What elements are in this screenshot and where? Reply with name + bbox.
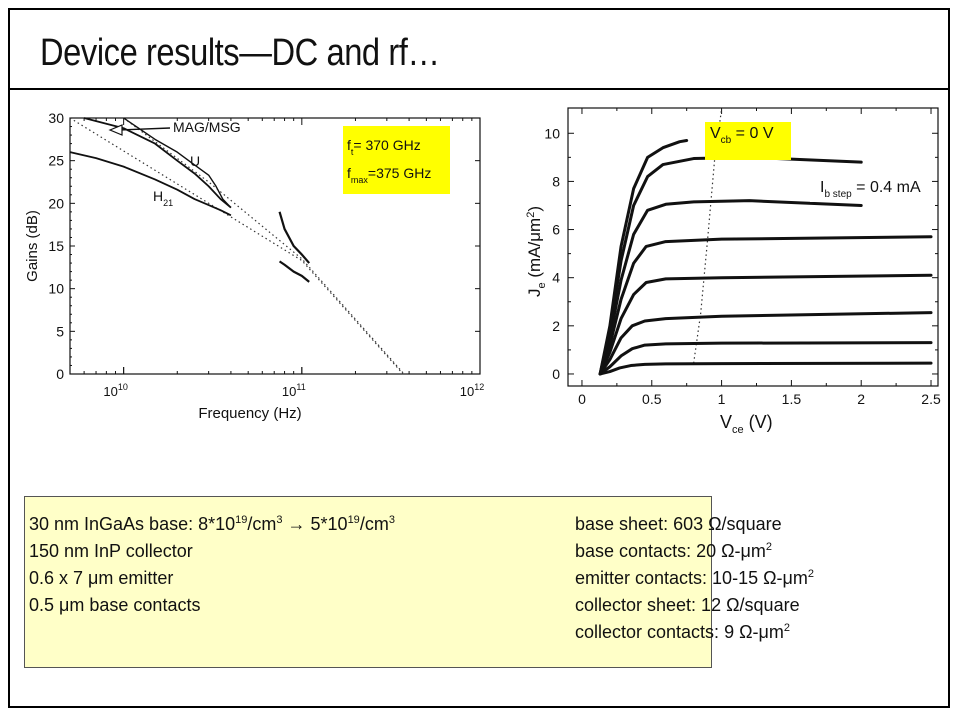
y-tick-label: 4 bbox=[552, 270, 560, 286]
gains-chart: 0 5 10 15 20 25 30 1010 1011 1012 Frequency (Hz) Ga… bbox=[24, 110, 484, 422]
info-text: /cm bbox=[247, 514, 277, 534]
ft-fmax-box bbox=[343, 126, 450, 194]
gain-curve bbox=[278, 211, 311, 264]
x-tick-label: 1010 bbox=[103, 382, 127, 399]
je-curve bbox=[598, 311, 933, 376]
info-sup: 2 bbox=[807, 568, 815, 580]
x-tick-label: 2.5 bbox=[921, 391, 941, 407]
ib-box bbox=[810, 174, 930, 202]
info-line-base-sheet: base sheet: 603 Ω/square bbox=[575, 514, 782, 534]
info-text: collector contacts: 9 Ω-μm bbox=[575, 622, 784, 642]
vcb-label: Vcb = 0 V bbox=[710, 125, 774, 146]
je-curve bbox=[598, 235, 933, 376]
x-axis-label: Vce (V) bbox=[720, 412, 773, 436]
x-tick-label: 0.5 bbox=[642, 391, 662, 407]
y-tick-label: 10 bbox=[48, 281, 64, 297]
curve-label-h21: H21 bbox=[153, 188, 173, 208]
title-bar: Device results—DC and rf… bbox=[10, 10, 948, 90]
gain-curve bbox=[83, 117, 232, 209]
info-line-collector: 150 nm InP collector bbox=[29, 541, 193, 561]
je-curve bbox=[598, 341, 933, 376]
info-text: → 5*10 bbox=[282, 514, 348, 534]
label-arrow bbox=[117, 127, 171, 131]
ib-label: Ib step = 0.4 mA bbox=[820, 179, 921, 200]
label-arrowhead bbox=[108, 124, 123, 136]
info-line-base-contact-res: base contacts: 20 Ω-μm2 bbox=[575, 538, 814, 565]
info-line-emitter-contact-res: emitter contacts: 10-15 Ω-μm2 bbox=[575, 565, 814, 592]
asymptote-line bbox=[69, 117, 404, 375]
x-tick-label: 0 bbox=[578, 391, 586, 407]
je-curve bbox=[598, 199, 863, 376]
info-sup: 3 bbox=[388, 514, 395, 526]
info-line-base: 30 nm InGaAs base: 8*1019/cm3 → 5*1019/c… bbox=[29, 511, 395, 538]
y-tick-label: 15 bbox=[48, 238, 64, 254]
y-tick-label: 10 bbox=[544, 125, 560, 141]
y-tick-label: 8 bbox=[552, 173, 560, 189]
info-right-column: base sheet: 603 Ω/square base contacts: … bbox=[575, 511, 814, 646]
y-tick-label: 6 bbox=[552, 222, 560, 238]
info-text: 30 nm InGaAs base: 8*10 bbox=[29, 514, 236, 534]
info-left-column: 30 nm InGaAs base: 8*1019/cm3 → 5*1019/c… bbox=[29, 511, 395, 619]
gain-curve bbox=[69, 151, 232, 217]
y-tick-label: 30 bbox=[48, 110, 64, 126]
vcb-box bbox=[705, 122, 791, 160]
y-axis-label: Gains (dB) bbox=[24, 210, 41, 282]
x-tick-label: 1011 bbox=[282, 382, 306, 399]
info-sup: 2 bbox=[765, 541, 773, 553]
x-tick-label: 2 bbox=[857, 391, 865, 407]
asymptote-line bbox=[123, 117, 405, 375]
y-tick-label: 5 bbox=[56, 323, 64, 339]
curve-label-u: U bbox=[190, 153, 200, 169]
info-text: base contacts: 20 Ω-μm bbox=[575, 541, 766, 561]
info-sup: 2 bbox=[783, 622, 791, 634]
device-info-box: 30 nm InGaAs base: 8*1019/cm3 → 5*1019/c… bbox=[24, 496, 814, 668]
je-vce-chart: 0 2 4 6 8 10 0 0.5 1 1.5 2 2.5 Vce (V) Je (mA/μm2) Vcb… bbox=[525, 107, 941, 436]
y-tick-label: 2 bbox=[552, 318, 560, 334]
slide-title: Device results—DC and rf… bbox=[40, 32, 440, 74]
x-axis-label: Frequency (Hz) bbox=[198, 405, 301, 422]
je-curve bbox=[598, 273, 933, 376]
x-tick-label: 1 bbox=[718, 391, 726, 407]
y-tick-label: 25 bbox=[48, 153, 64, 169]
info-line-emitter: 0.6 x 7 μm emitter bbox=[29, 568, 174, 588]
x-tick-label: 1.5 bbox=[782, 391, 802, 407]
info-text: /cm bbox=[359, 514, 389, 534]
info-text: emitter contacts: 10-15 Ω-μm bbox=[575, 568, 808, 588]
info-line-base-contacts: 0.5 μm base contacts bbox=[29, 595, 201, 615]
y-tick-label: 0 bbox=[552, 366, 560, 382]
gain-curve bbox=[278, 260, 310, 283]
info-line-collector-contact-res: collector contacts: 9 Ω-μm2 bbox=[575, 619, 814, 646]
info-sup: 19 bbox=[347, 514, 360, 526]
plot-frame bbox=[567, 107, 939, 387]
info-sup: 19 bbox=[235, 514, 248, 526]
ft-label: ft= 370 GHz bbox=[347, 137, 421, 157]
x-tick-label: 1012 bbox=[460, 382, 484, 399]
y-tick-label: 20 bbox=[48, 195, 64, 211]
y-axis-label: Je (mA/μm2) bbox=[525, 206, 548, 297]
y-tick-label: 0 bbox=[56, 366, 64, 382]
info-line-collector-sheet: collector sheet: 12 Ω/square bbox=[575, 595, 800, 615]
gain-curve bbox=[123, 117, 232, 209]
je-curve bbox=[598, 138, 689, 376]
curve-label-mag: MAG/MSG bbox=[173, 119, 241, 135]
info-sup: 3 bbox=[276, 514, 283, 526]
fmax-label: fmax=375 GHz bbox=[347, 165, 431, 185]
je-curve bbox=[598, 361, 933, 376]
